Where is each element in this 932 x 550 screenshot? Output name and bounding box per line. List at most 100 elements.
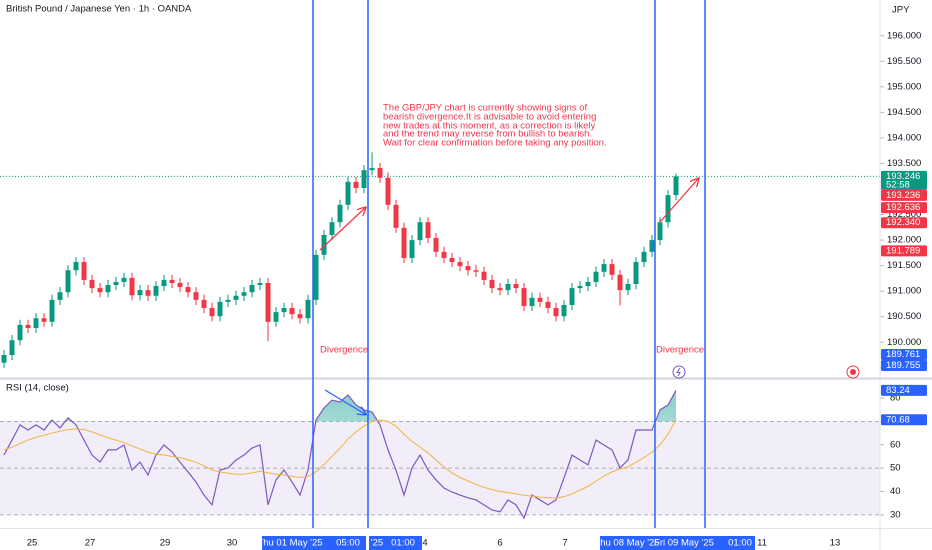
y-tick-label: 190.500	[887, 311, 921, 322]
value-badge-label: 70.68	[886, 414, 910, 425]
candle-body	[273, 312, 279, 322]
candle-body	[305, 299, 311, 319]
candle-body	[545, 301, 551, 309]
rsi-ma-line	[3, 419, 677, 499]
time-highlight	[600, 536, 655, 550]
candle-body	[577, 286, 583, 289]
candle-body	[465, 266, 471, 271]
x-tick-label: 27	[85, 538, 96, 549]
candle-body	[225, 299, 231, 302]
alert-icon-dot	[850, 369, 856, 375]
price-badge	[881, 245, 927, 257]
x-tick-label: 05:00	[336, 538, 360, 549]
candle-body	[425, 222, 431, 239]
candle-body	[33, 318, 39, 328]
candle-body	[601, 264, 607, 272]
candle-body	[217, 301, 223, 317]
candle-body	[201, 299, 207, 309]
candle-body	[673, 176, 679, 196]
candle-body	[513, 284, 519, 289]
divergence-arrow	[324, 389, 365, 414]
y-tick-label: 194.500	[887, 107, 921, 118]
price-badge	[881, 217, 927, 229]
time-highlight	[369, 536, 422, 550]
candle-body	[481, 271, 487, 280]
x-tick-label: 7	[562, 538, 567, 549]
candle-body	[129, 277, 135, 296]
candle-body	[249, 285, 255, 293]
annotation-line: and the trend may reverse from bullish t…	[383, 129, 592, 140]
candle-body	[17, 324, 23, 341]
candle-body	[257, 282, 263, 286]
candle-body	[521, 288, 527, 306]
trend-arrow	[659, 179, 698, 223]
candle-body	[473, 270, 479, 272]
candle-body	[337, 204, 343, 223]
candle-body	[185, 287, 191, 293]
rsi-line	[3, 390, 677, 520]
candle-body	[297, 314, 303, 319]
candle-body	[1, 355, 7, 363]
candle-body	[321, 234, 327, 255]
value-badge-label: 83.24	[886, 385, 910, 396]
candle-body	[401, 227, 407, 258]
candle-body	[25, 324, 31, 328]
x-tick-label: 25	[27, 538, 38, 549]
candle-body	[97, 288, 103, 293]
candle-body	[449, 257, 455, 263]
candle-body	[313, 254, 319, 300]
y-tick-label: 193.500	[887, 158, 921, 169]
candle-body	[409, 240, 415, 258]
price-badge-label: 189.755	[886, 360, 920, 371]
candle-body	[361, 170, 367, 188]
x-tick-label: 30	[227, 538, 238, 549]
candle-body	[281, 308, 287, 313]
countdown-label: 52:58	[886, 179, 910, 190]
y-tick-label: 194.000	[887, 132, 921, 143]
x-tick-label: 29	[160, 538, 171, 549]
candle-body	[529, 297, 535, 306]
candle-body	[161, 279, 167, 287]
candle-body	[569, 288, 575, 305]
y-tick-label: 60	[890, 439, 901, 450]
candle-body	[393, 204, 399, 228]
candle-body	[89, 279, 95, 289]
candle-body	[377, 168, 383, 178]
event-icon-glyph	[676, 367, 681, 377]
annotation-line: Wait for clear confirmation before takin…	[383, 138, 607, 149]
x-tick-label: 13	[830, 538, 841, 549]
candle-body	[193, 292, 199, 300]
candle-body	[609, 264, 615, 275]
y-tick-label: 192.000	[887, 235, 921, 246]
candle-body	[665, 195, 671, 223]
y-tick-label: 191.000	[887, 286, 921, 297]
value-badge	[881, 384, 927, 396]
x-tick-label: 6	[497, 538, 502, 549]
candle-body	[617, 274, 623, 291]
last-price-label: 193.246	[886, 171, 920, 182]
candle-body	[65, 270, 71, 293]
x-tick-label: 11	[757, 538, 767, 549]
candle-body	[9, 340, 15, 356]
trend-arrow	[319, 208, 365, 251]
candle-body	[113, 281, 119, 286]
divergence-label: Divergence	[656, 345, 704, 356]
candle-body	[417, 222, 423, 241]
candle-body	[81, 262, 87, 280]
price-badge-label: 192.340	[886, 217, 920, 228]
x-tick-label: 01:00	[728, 538, 752, 549]
candle-body	[353, 181, 359, 188]
annotation-line: new trades at this moment, as a correcti…	[383, 121, 596, 132]
time-highlight	[655, 536, 755, 550]
indicator-title: RSI (14, close)	[6, 383, 69, 394]
price-badge	[881, 189, 927, 201]
candle-body	[41, 318, 47, 322]
candle-body	[73, 262, 79, 271]
back-layer: 189.500190.000190.500191.000191.500192.0…	[0, 30, 921, 550]
value-badge	[881, 414, 927, 426]
candle-body	[241, 292, 247, 296]
candle-body	[625, 284, 631, 291]
candle-body	[369, 168, 375, 171]
candle-body	[553, 308, 559, 317]
